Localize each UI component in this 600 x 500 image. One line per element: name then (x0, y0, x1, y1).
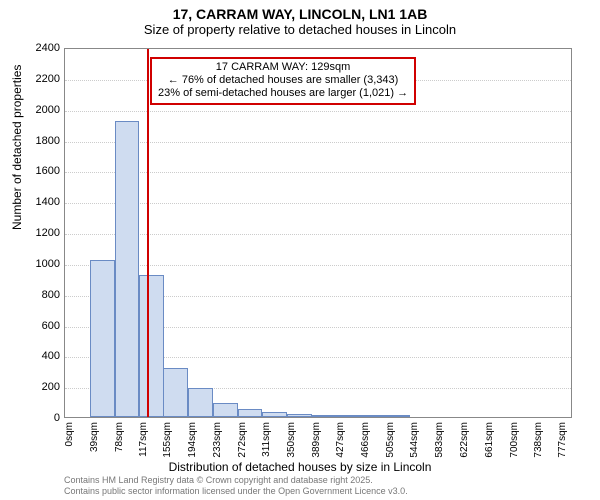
x-tick-label: 777sqm (557, 422, 568, 462)
gridline (65, 203, 571, 204)
x-tick-label: 117sqm (138, 422, 149, 462)
footer-line-1: Contains HM Land Registry data © Crown c… (64, 475, 408, 486)
y-tick-label: 400 (10, 350, 60, 362)
histogram-bar (262, 412, 287, 417)
y-tick-label: 1800 (10, 135, 60, 147)
x-tick-label: 466sqm (360, 422, 371, 462)
y-tick-label: 600 (10, 320, 60, 332)
x-tick-label: 78sqm (114, 422, 125, 462)
x-tick-label: 427sqm (335, 422, 346, 462)
x-tick-label: 350sqm (286, 422, 297, 462)
title-line-2: Size of property relative to detached ho… (0, 22, 600, 37)
x-tick-label: 155sqm (162, 422, 173, 462)
reference-line (147, 49, 149, 417)
annotation-line: 17 CARRAM WAY: 129sqm (158, 61, 408, 74)
histogram-bar (336, 415, 361, 417)
x-tick-label: 700sqm (509, 422, 520, 462)
x-tick-label: 233sqm (212, 422, 223, 462)
y-tick-label: 0 (10, 412, 60, 424)
chart-area: 17 CARRAM WAY: 129sqm← 76% of detached h… (64, 48, 572, 418)
y-tick-label: 2000 (10, 104, 60, 116)
histogram-bar (361, 415, 386, 417)
chart-title-block: 17, CARRAM WAY, LINCOLN, LN1 1AB Size of… (0, 0, 600, 37)
y-tick-label: 1200 (10, 227, 60, 239)
histogram-bar (238, 409, 263, 417)
x-tick-label: 583sqm (434, 422, 445, 462)
x-tick-label: 39sqm (89, 422, 100, 462)
annotation-box: 17 CARRAM WAY: 129sqm← 76% of detached h… (150, 57, 416, 105)
x-tick-label: 0sqm (64, 422, 75, 462)
annotation-line: 23% of semi-detached houses are larger (… (158, 87, 408, 100)
gridline (65, 111, 571, 112)
attribution-footer: Contains HM Land Registry data © Crown c… (64, 475, 408, 497)
gridline (65, 172, 571, 173)
histogram-bar (287, 414, 312, 417)
histogram-bar (163, 368, 188, 417)
x-tick-label: 272sqm (237, 422, 248, 462)
title-line-1: 17, CARRAM WAY, LINCOLN, LN1 1AB (0, 6, 600, 22)
y-tick-label: 800 (10, 289, 60, 301)
x-tick-label: 738sqm (533, 422, 544, 462)
x-tick-label: 622sqm (459, 422, 470, 462)
gridline (65, 234, 571, 235)
gridline (65, 265, 571, 266)
x-tick-label: 311sqm (261, 422, 272, 462)
histogram-bar (312, 415, 337, 417)
y-tick-label: 2400 (10, 42, 60, 54)
histogram-bar (213, 403, 238, 417)
x-tick-label: 389sqm (311, 422, 322, 462)
y-tick-label: 1400 (10, 196, 60, 208)
histogram-bar (188, 388, 213, 417)
gridline (65, 142, 571, 143)
y-tick-label: 2200 (10, 73, 60, 85)
y-tick-label: 200 (10, 381, 60, 393)
y-tick-label: 1600 (10, 165, 60, 177)
footer-line-2: Contains public sector information licen… (64, 486, 408, 497)
annotation-line: ← 76% of detached houses are smaller (3,… (158, 74, 408, 87)
histogram-bar (115, 121, 140, 417)
histogram-bar (139, 275, 164, 417)
x-tick-label: 194sqm (187, 422, 198, 462)
x-tick-label: 661sqm (484, 422, 495, 462)
x-tick-label: 505sqm (385, 422, 396, 462)
histogram-bar (90, 260, 115, 417)
x-tick-label: 544sqm (409, 422, 420, 462)
histogram-bar (386, 415, 411, 417)
y-tick-label: 1000 (10, 258, 60, 270)
plot-area: 17 CARRAM WAY: 129sqm← 76% of detached h… (64, 48, 572, 418)
x-axis-label: Distribution of detached houses by size … (0, 460, 600, 474)
